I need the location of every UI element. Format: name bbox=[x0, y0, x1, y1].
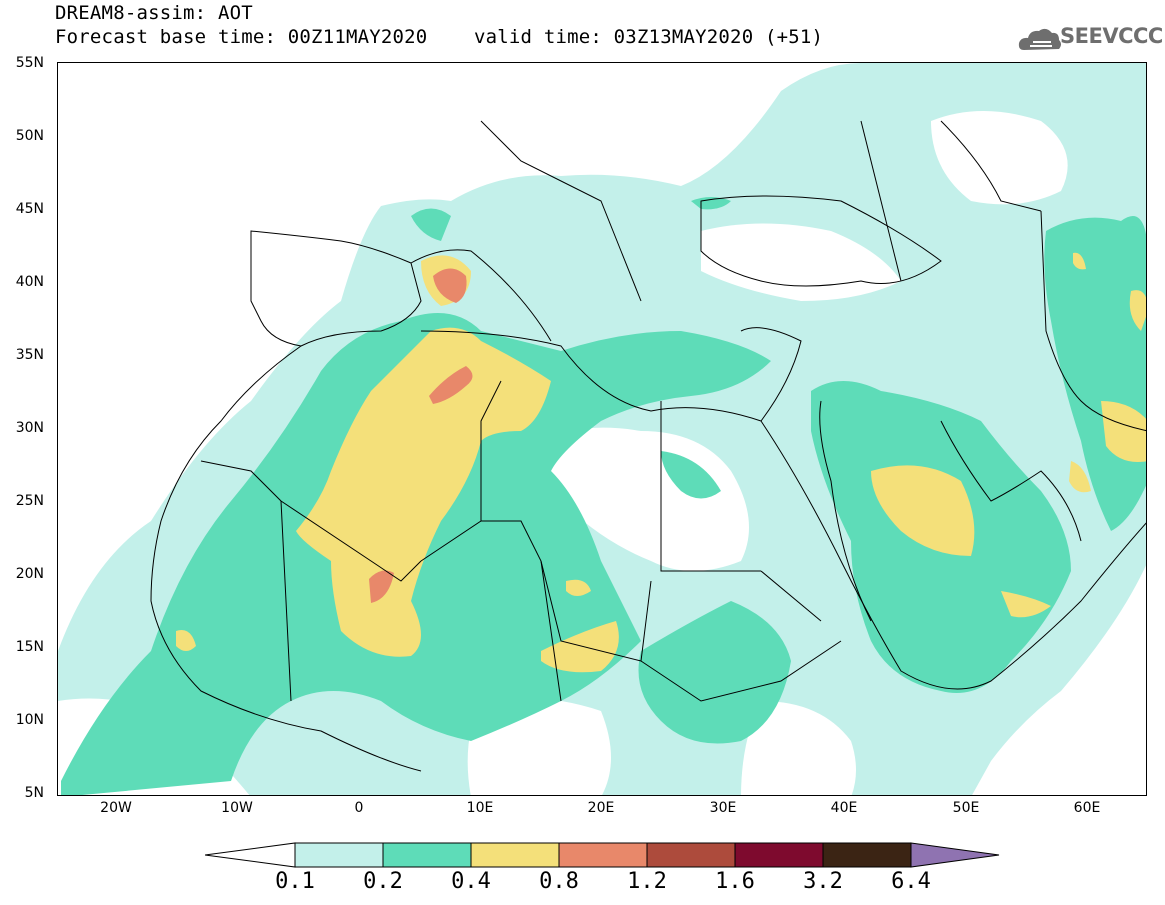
coastlines bbox=[150, 120, 1146, 772]
lon-label: 30E bbox=[709, 800, 737, 816]
lon-label: 10W bbox=[221, 800, 253, 816]
map-title: DREAM8-assim: AOT bbox=[55, 2, 253, 24]
colorbar-label: 1.6 bbox=[715, 869, 755, 894]
lat-label: 55N bbox=[15, 55, 44, 71]
lon-label: 50E bbox=[952, 800, 980, 816]
aot-level-0.8 bbox=[369, 268, 473, 603]
colorbar-label: 0.4 bbox=[451, 869, 491, 894]
colorbar-bin bbox=[382, 842, 472, 868]
aot-map bbox=[57, 62, 1147, 796]
lat-label: 30N bbox=[15, 420, 44, 436]
colorbar-label: 6.4 bbox=[891, 869, 931, 894]
lon-label: 60E bbox=[1073, 800, 1101, 816]
lat-label: 50N bbox=[15, 128, 44, 144]
lat-label: 25N bbox=[15, 493, 44, 509]
colorbar-label: 0.1 bbox=[275, 869, 315, 894]
lon-label: 10E bbox=[466, 800, 494, 816]
aot-level-0.4 bbox=[176, 252, 1146, 673]
colorbar-label: 3.2 bbox=[803, 869, 843, 894]
logo-text: SEEVCCC bbox=[1060, 24, 1163, 48]
colorbar-label: 0.8 bbox=[539, 869, 579, 894]
colorbar-bin bbox=[470, 842, 560, 868]
aot-clear-areas bbox=[58, 63, 1068, 795]
cloud-logo-icon bbox=[1018, 28, 1061, 50]
lon-label: 40E bbox=[830, 800, 858, 816]
colorbar-bin bbox=[734, 842, 824, 868]
lat-label: 5N bbox=[24, 785, 44, 801]
map-canvas bbox=[58, 63, 1146, 795]
colorbar-bin bbox=[558, 842, 648, 868]
colorbar-bin bbox=[646, 842, 736, 868]
colorbar-bin bbox=[294, 842, 384, 868]
forecast-time-line: Forecast base time: 00Z11MAY2020 valid t… bbox=[55, 26, 824, 48]
lat-label: 35N bbox=[15, 347, 44, 363]
aot-colorbar bbox=[205, 842, 1000, 868]
colorbar-over-arrow bbox=[910, 842, 1000, 868]
colorbar-label: 1.2 bbox=[627, 869, 667, 894]
lat-label: 45N bbox=[15, 201, 44, 217]
lat-label: 40N bbox=[15, 274, 44, 290]
colorbar-bin bbox=[822, 842, 912, 868]
lat-label: 10N bbox=[15, 712, 44, 728]
colorbar-under-arrow bbox=[205, 842, 296, 868]
lon-label: 20E bbox=[587, 800, 615, 816]
lat-label: 15N bbox=[15, 639, 44, 655]
lat-label: 20N bbox=[15, 566, 44, 582]
lon-label: 0 bbox=[354, 800, 364, 816]
colorbar-label: 0.2 bbox=[363, 869, 403, 894]
lon-label: 20W bbox=[100, 800, 132, 816]
